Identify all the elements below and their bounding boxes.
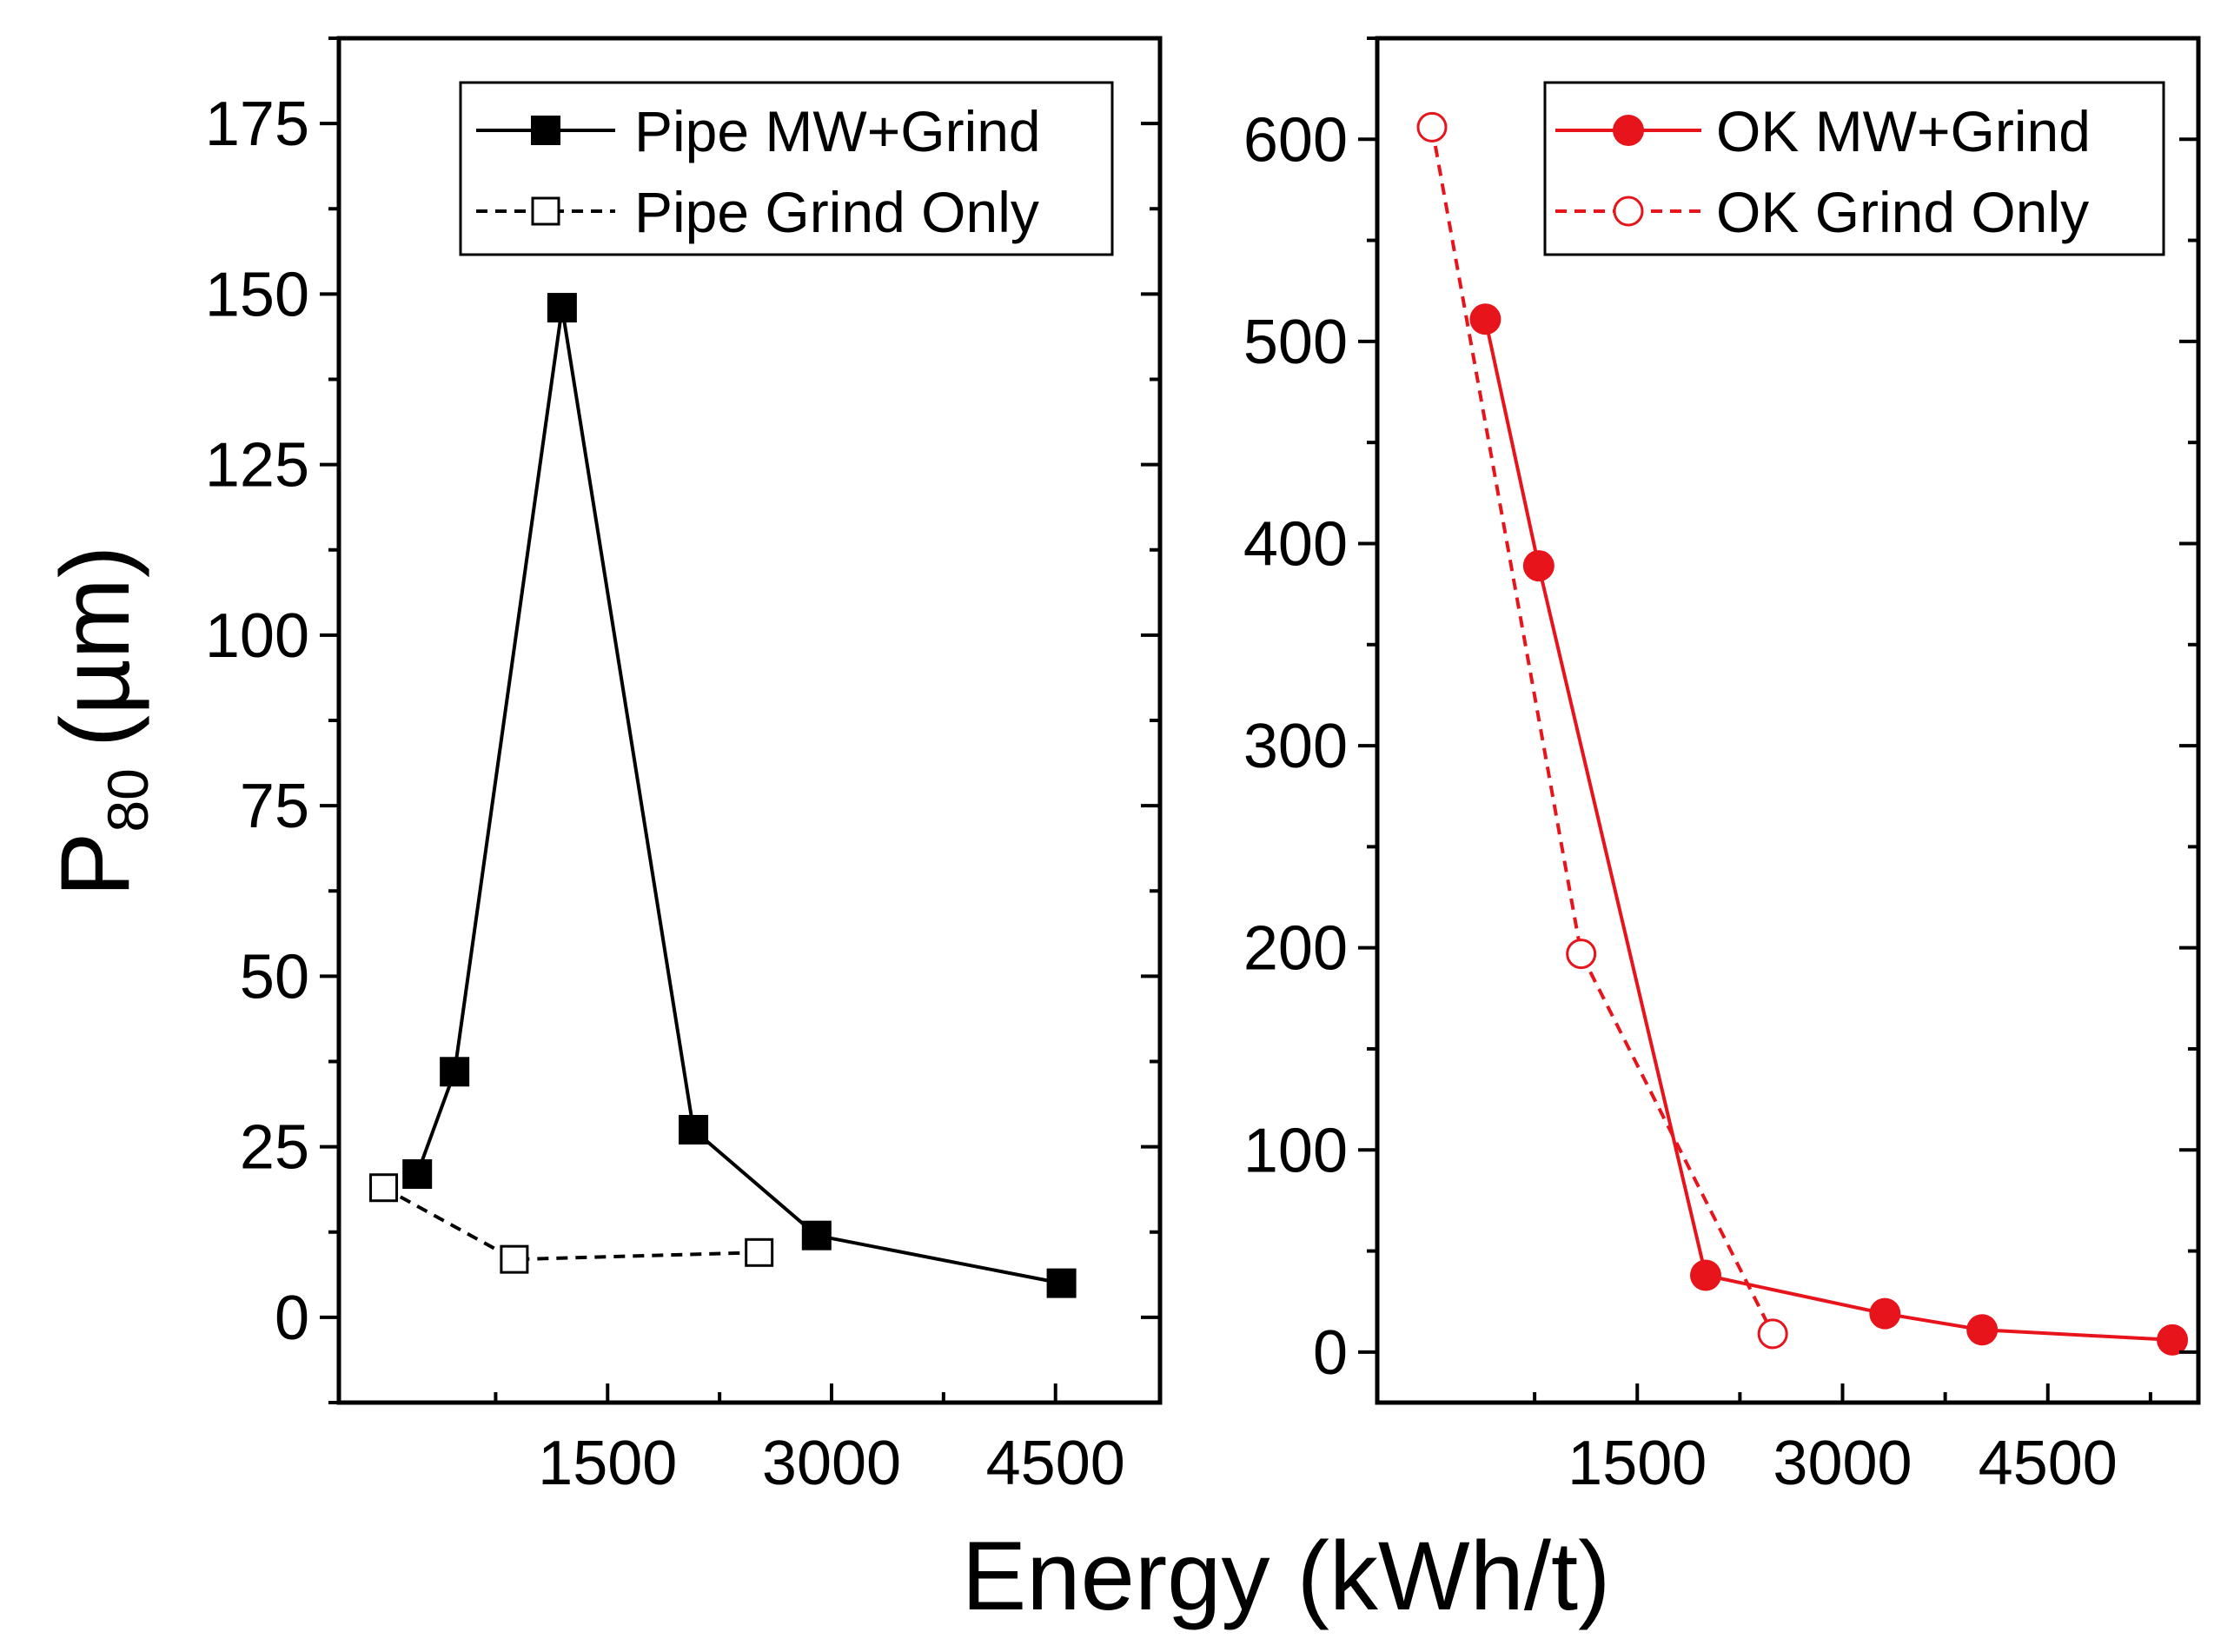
right-plot-frame: [1375, 36, 2201, 1405]
right-xtick-label: 4500: [1979, 1429, 2118, 1498]
series-line-pipe-mw-grind: [415, 306, 1062, 1285]
data-point-ok-mw-grind: [1522, 550, 1555, 582]
legend-label-pipe-grind-only: Pipe Grind Only: [634, 180, 1039, 244]
data-point-pipe-mw-grind: [440, 1057, 470, 1087]
legend-marker-ok-mw-grind: [1613, 115, 1644, 146]
left-ytick-label: 0: [275, 1284, 309, 1353]
data-point-ok-grind-only: [1757, 1318, 1788, 1350]
right-ytick-label: 300: [1243, 712, 1348, 781]
left-xtick-label: 4500: [986, 1429, 1125, 1498]
right-ytick-label: 400: [1243, 509, 1348, 579]
right-xtick-label: 1500: [1568, 1429, 1707, 1498]
left-legend-box: [459, 81, 1114, 256]
left-ytick-label: 75: [240, 772, 309, 841]
right-xtick-label: 3000: [1773, 1429, 1912, 1498]
right-chart-marks: [1416, 111, 2189, 1356]
right-axis-ticks: 0 100 200 300 400 500 600 1500 3000 4500: [1243, 36, 2198, 1498]
right-ytick-label: 100: [1243, 1116, 1348, 1185]
data-point-ok-mw-grind: [1966, 1314, 1999, 1346]
left-xtick-label: 3000: [762, 1429, 901, 1498]
legend-label-ok-mw-grind: OK MW+Grind: [1716, 99, 2091, 163]
data-point-pipe-grind-only: [745, 1237, 774, 1267]
left-ytick-label: 125: [205, 431, 309, 501]
data-point-pipe-grind-only: [369, 1173, 399, 1203]
data-point-ok-mw-grind: [1690, 1259, 1721, 1291]
series-line-ok-mw-grind: [1483, 318, 2173, 1342]
data-point-pipe-mw-grind: [402, 1159, 433, 1190]
y-axis-title-main: P: [41, 833, 149, 898]
right-chart-panel: 0 100 200 300 400 500 600 1500 3000 4500 OK MW+Gr…: [1243, 36, 2201, 1498]
right-legend: OK MW+Grind OK Grind Only: [1543, 81, 2165, 256]
data-point-pipe-mw-grind: [547, 293, 577, 323]
left-ytick-label: 25: [240, 1113, 309, 1183]
data-point-ok-mw-grind: [1869, 1297, 1901, 1330]
left-ytick-label: 50: [240, 942, 309, 1012]
data-point-ok-grind-only: [1416, 111, 1448, 143]
data-point-pipe-mw-grind: [801, 1220, 832, 1251]
right-ytick-label: 0: [1313, 1318, 1348, 1388]
right-ytick-label: 600: [1243, 105, 1348, 175]
data-point-pipe-mw-grind: [1046, 1268, 1077, 1298]
data-point-pipe-grind-only: [500, 1244, 529, 1274]
y-axis-title: P80 (µm): [41, 546, 160, 898]
data-point-ok-mw-grind: [2157, 1324, 2189, 1356]
right-legend-box: [1543, 81, 2165, 256]
series-line-pipe-grind-only: [382, 1185, 759, 1262]
legend-marker-pipe-grind-only: [531, 196, 560, 226]
left-ytick-label: 175: [205, 90, 309, 159]
left-ytick-label: 100: [205, 601, 309, 671]
left-chart-marks: [369, 293, 1077, 1298]
left-xtick-label: 1500: [538, 1429, 677, 1498]
data-point-ok-mw-grind: [1469, 303, 1501, 335]
legend-marker-ok-grind-only: [1613, 196, 1644, 227]
left-legend: Pipe MW+Grind Pipe Grind Only: [459, 81, 1114, 256]
y-axis-title-unit: (µm): [41, 546, 149, 747]
x-axis-title: Energy (kWh/t): [962, 1522, 1611, 1630]
left-ytick-label: 150: [205, 260, 309, 329]
right-ytick-label: 200: [1243, 914, 1348, 984]
y-axis-title-subscript: 80: [96, 768, 160, 832]
left-axis-ticks: 0 25 50 75 100 125 150 175 1500 3000 4500: [205, 36, 1160, 1498]
svg-text:P80(µm): P80 (µm): [41, 546, 160, 898]
right-ytick-label: 500: [1243, 308, 1348, 377]
legend-marker-pipe-mw-grind: [531, 116, 560, 145]
left-chart-panel: 0 25 50 75 100 125 150 175 1500 3000 4500 Pipe MW+…: [205, 36, 1163, 1498]
data-point-ok-grind-only: [1566, 939, 1597, 970]
data-point-pipe-mw-grind: [679, 1115, 709, 1144]
legend-label-ok-grind-only: OK Grind Only: [1716, 180, 2089, 244]
legend-label-pipe-mw-grind: Pipe MW+Grind: [634, 99, 1041, 163]
